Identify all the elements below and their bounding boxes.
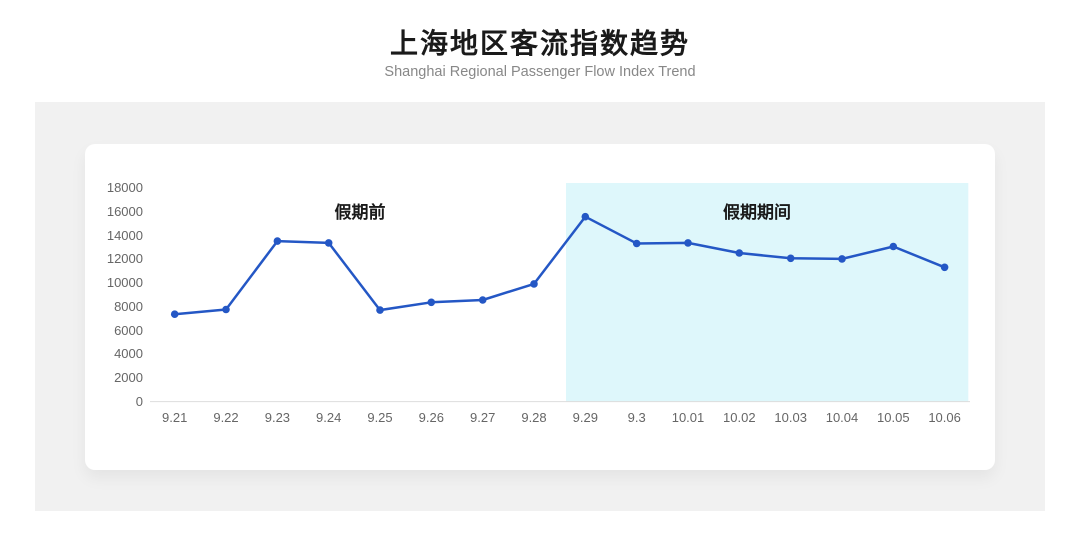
svg-text:14000: 14000 — [107, 228, 143, 243]
svg-text:9.28: 9.28 — [521, 410, 546, 425]
svg-text:9.21: 9.21 — [162, 410, 187, 425]
svg-text:10.03: 10.03 — [774, 410, 807, 425]
svg-text:9.23: 9.23 — [265, 410, 290, 425]
svg-text:9.27: 9.27 — [470, 410, 495, 425]
svg-text:16000: 16000 — [107, 204, 143, 219]
svg-text:12000: 12000 — [107, 251, 143, 266]
svg-text:9.24: 9.24 — [316, 410, 341, 425]
svg-text:假期前: 假期前 — [335, 202, 386, 222]
svg-text:10.02: 10.02 — [723, 410, 756, 425]
svg-text:10.05: 10.05 — [877, 410, 910, 425]
svg-text:9.29: 9.29 — [573, 410, 598, 425]
svg-text:18000: 18000 — [107, 180, 143, 195]
svg-text:0: 0 — [136, 394, 143, 409]
svg-text:2000: 2000 — [114, 370, 143, 385]
svg-text:假期期间: 假期期间 — [723, 202, 791, 222]
svg-text:10.01: 10.01 — [672, 410, 705, 425]
svg-text:8000: 8000 — [114, 299, 143, 314]
svg-text:9.25: 9.25 — [367, 410, 392, 425]
svg-text:10000: 10000 — [107, 275, 143, 290]
svg-text:9.22: 9.22 — [213, 410, 238, 425]
svg-text:9.3: 9.3 — [628, 410, 646, 425]
svg-text:10.06: 10.06 — [928, 410, 961, 425]
svg-text:9.26: 9.26 — [419, 410, 444, 425]
svg-text:4000: 4000 — [114, 346, 143, 361]
svg-text:6000: 6000 — [114, 323, 143, 338]
svg-text:10.04: 10.04 — [826, 410, 859, 425]
